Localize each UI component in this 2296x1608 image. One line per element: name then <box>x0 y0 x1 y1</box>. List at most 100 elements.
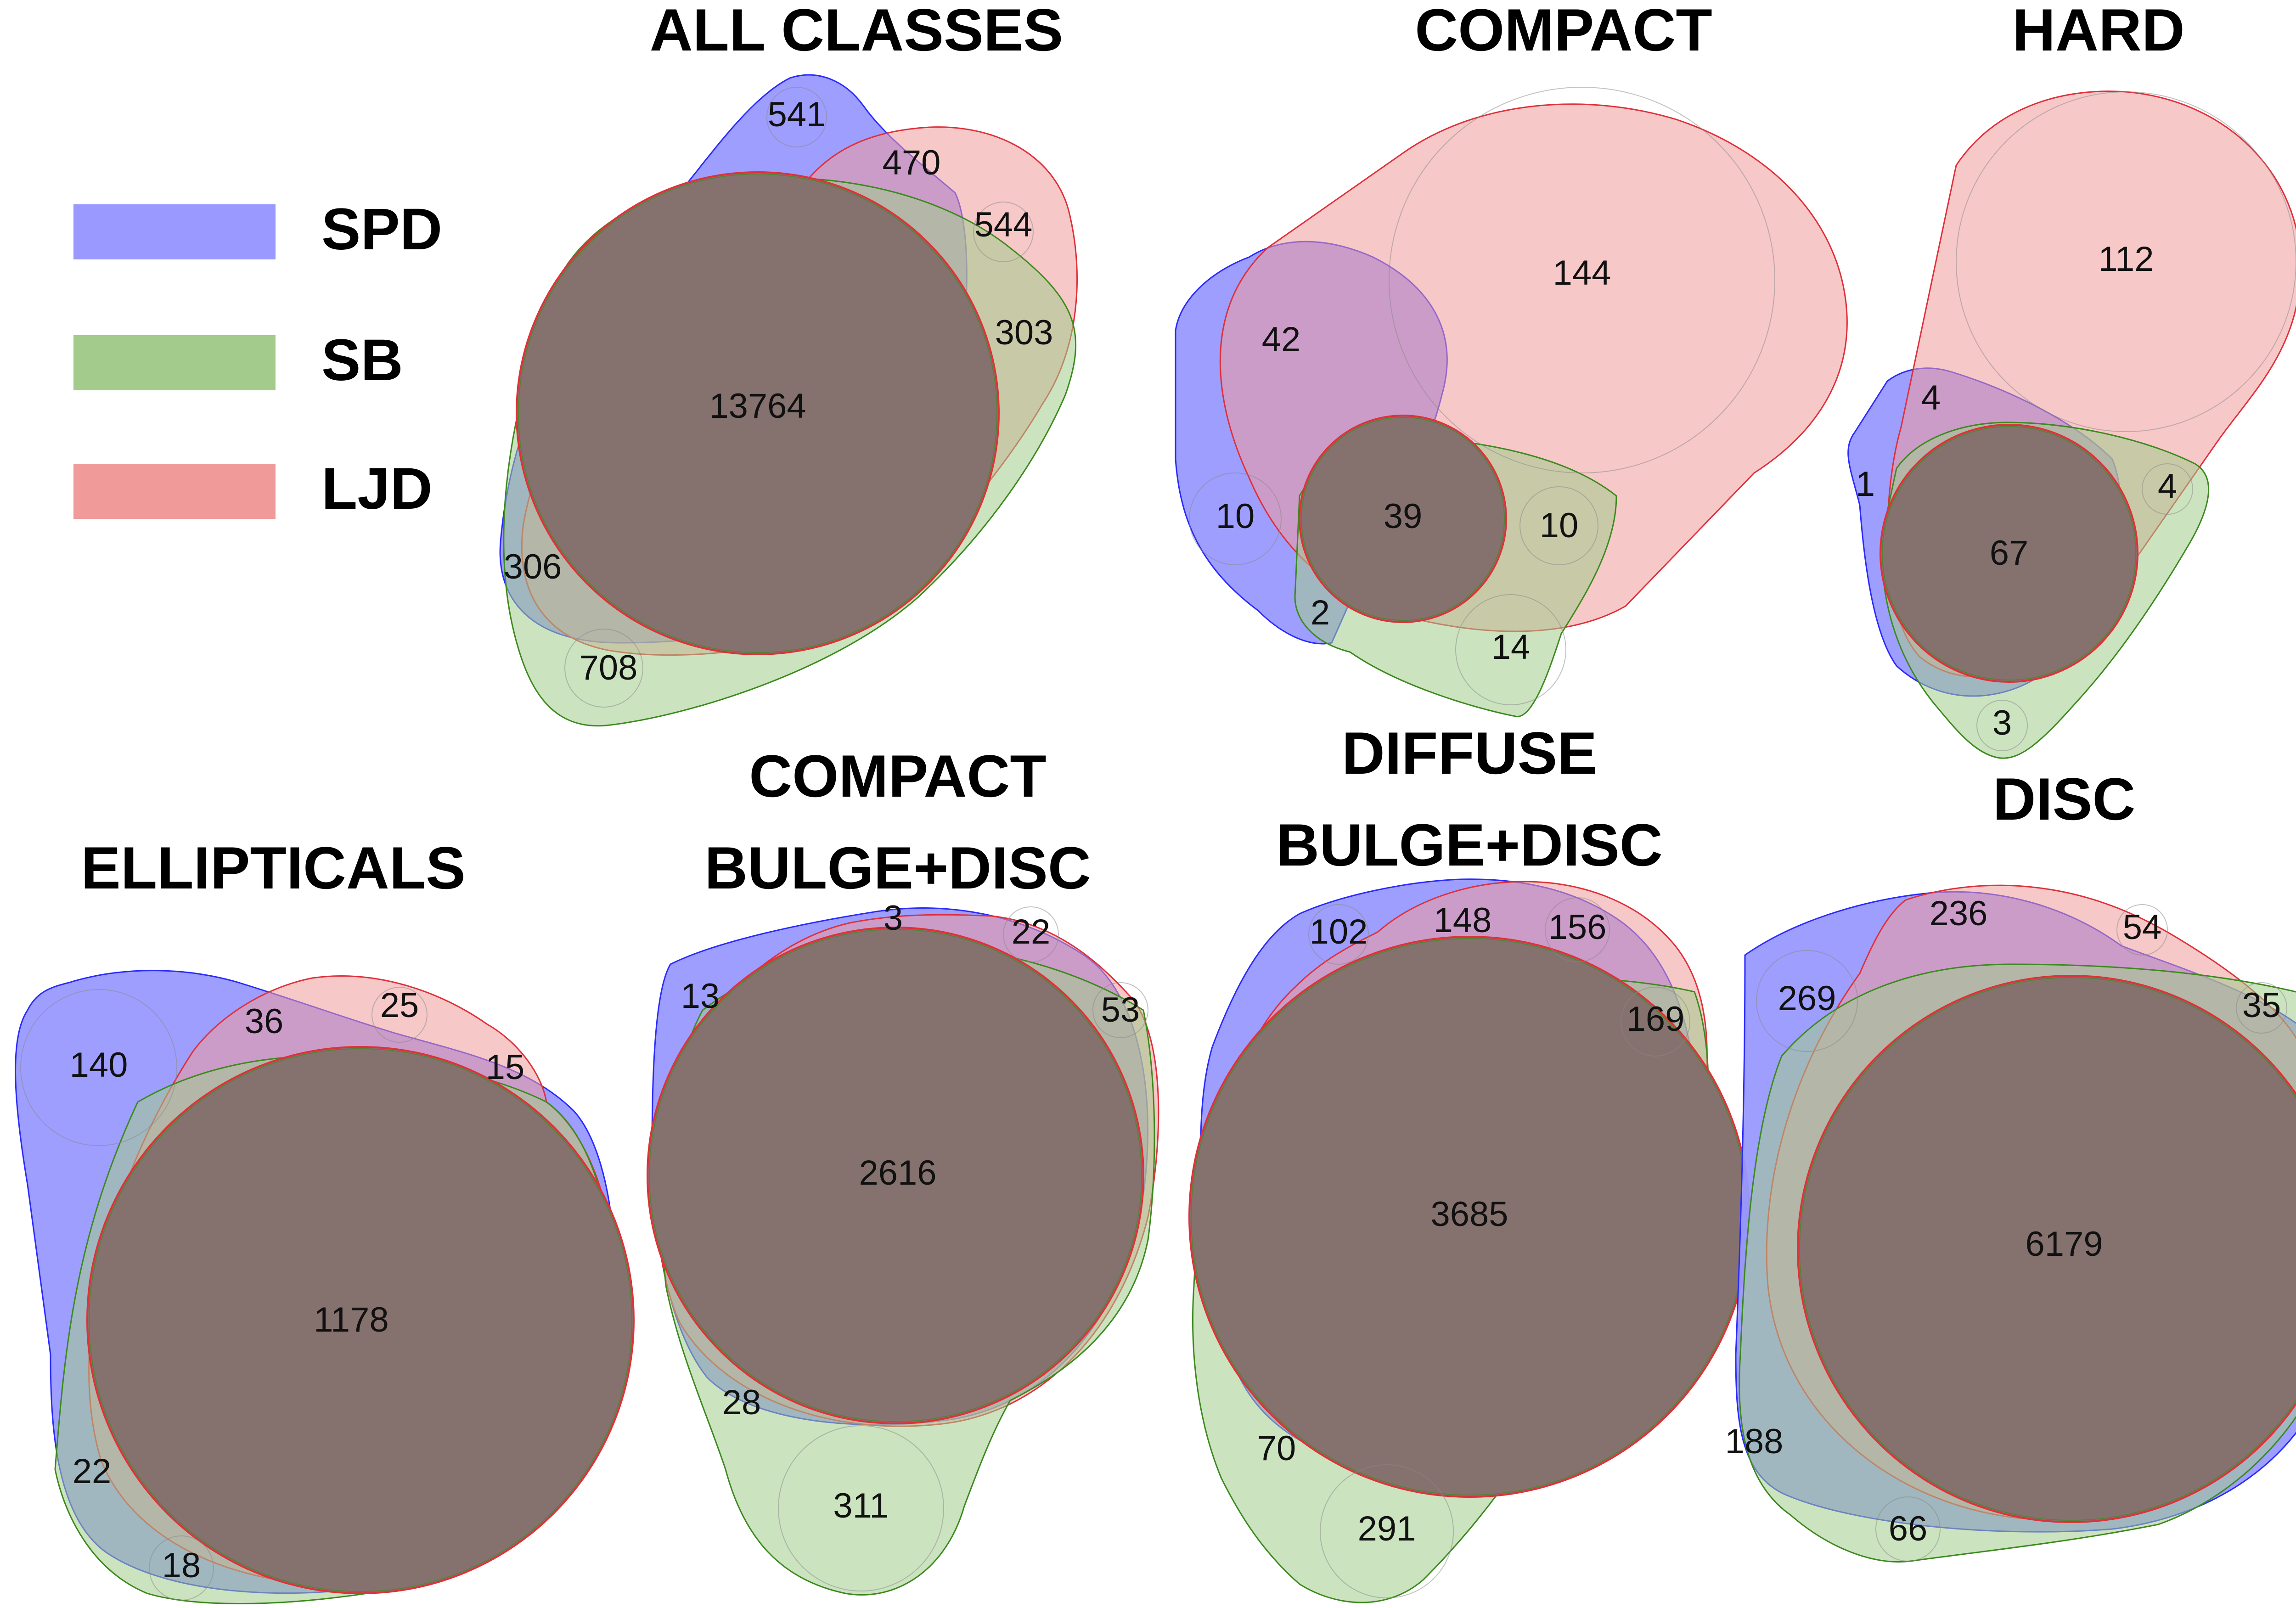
venn-panel-all-classes: ALL CLASSES 541 470 544 303 13764 306 708 <box>499 0 1078 727</box>
count-spd-only: 10 <box>1216 497 1255 536</box>
region-marker-circle <box>2142 463 2193 515</box>
region-all-overlap <box>86 1046 635 1594</box>
count-ljd-only: 25 <box>380 986 419 1025</box>
count-spd-only: 140 <box>70 1046 128 1085</box>
legend: SPD SB LJD <box>73 197 442 522</box>
count-spd-sb: 70 <box>1257 1429 1296 1468</box>
region-marker-circle <box>1519 486 1598 565</box>
region-marker-circle <box>564 629 643 708</box>
region-marker-circle <box>1003 906 1059 962</box>
count-sb-ljd: 53 <box>1101 990 1140 1029</box>
count-all: 6179 <box>2025 1225 2103 1264</box>
count-spd-ljd: 3 <box>884 899 903 938</box>
count-sb-ljd: 303 <box>995 313 1053 352</box>
count-sb-ljd: 169 <box>1626 1000 1685 1039</box>
count-all: 1178 <box>314 1300 388 1339</box>
region-marker-circle <box>1320 1464 1454 1598</box>
region-marker-circle <box>149 1535 214 1601</box>
count-sb-only: 3 <box>1992 703 2012 742</box>
region-marker-circle <box>2116 904 2168 956</box>
region-marker-circle <box>1189 472 1282 565</box>
count-ljd-only: 144 <box>1553 253 1611 292</box>
region-marker-circle <box>1545 897 1610 962</box>
region-marker-circle <box>1956 91 2296 432</box>
panel-title-compact-line-1: COMPACT <box>1415 0 1712 63</box>
count-spd-ljd: 148 <box>1434 901 1492 940</box>
region-marker-circle <box>766 87 827 147</box>
panel-title-diffuse-bulge-disc-line-1: DIFFUSE <box>1342 720 1597 787</box>
count-all: 2616 <box>859 1153 936 1192</box>
overlap-outline <box>1301 417 1505 621</box>
panel-title-all-classes-line-1: ALL CLASSES <box>650 0 1063 63</box>
count-all: 39 <box>1384 497 1423 536</box>
count-sb-only: 291 <box>1358 1509 1416 1548</box>
legend-swatch-sb <box>73 335 276 390</box>
region-marker-circle <box>20 989 177 1146</box>
count-ljd-only: 544 <box>974 205 1033 244</box>
region-all-overlap <box>1299 415 1507 623</box>
count-spd-sb: 22 <box>73 1452 112 1491</box>
count-ljd-only: 156 <box>1548 908 1607 947</box>
legend-swatch-spd <box>73 204 276 259</box>
panel-title-compact-bulge-disc-line-2: BULGE+DISC <box>704 834 1091 901</box>
region-marker-circle <box>2236 982 2287 1034</box>
region-all-overlap <box>516 171 1000 655</box>
count-sb-only: 311 <box>833 1486 889 1525</box>
count-sb-only: 14 <box>1491 628 1531 667</box>
region-marker-circle <box>1976 700 2028 751</box>
venn-panel-diffuse-bulge-disc: DIFFUSE BULGE+DISC 102 148 156 169 3685 70 291 <box>1188 720 1750 1603</box>
venn-panel-hard: HARD 112 4 1 4 67 3 <box>1847 0 2296 759</box>
region-marker-circle <box>973 202 1034 262</box>
count-ljd-only: 22 <box>1012 912 1051 951</box>
venn-panel-disc: DISC 236 54 269 35 6179 188 66 <box>1725 765 2296 1563</box>
venn-panel-ellipticals: ELLIPTICALS 140 36 25 15 1178 22 18 <box>15 834 635 1604</box>
count-spd-sb: 188 <box>1725 1422 1784 1461</box>
count-all: 67 <box>1990 534 2029 573</box>
overlap-outline <box>518 174 997 653</box>
region-marker-circle <box>1389 87 1775 473</box>
count-spd-sb: 306 <box>504 547 562 586</box>
count-spd-only: 269 <box>1778 979 1836 1018</box>
region-all-overlap <box>1880 424 2138 683</box>
count-spd-ljd: 36 <box>245 1002 284 1041</box>
region-marker-circle <box>1308 904 1369 965</box>
count-sb-ljd: 10 <box>1540 506 1579 545</box>
region-all-overlap <box>1797 975 2296 1523</box>
region-marker-circle <box>1092 982 1148 1038</box>
venn-panel-compact: COMPACT 144 42 10 39 10 2 14 <box>1175 0 1848 717</box>
count-all: 13764 <box>709 387 806 426</box>
panel-title-disc-line-1: DISC <box>1993 765 2136 832</box>
count-spd-ljd: 42 <box>1262 320 1301 359</box>
count-spd-ljd: 4 <box>1921 378 1941 417</box>
region-marker-circle <box>1875 1496 1941 1562</box>
count-spd-sb: 28 <box>722 1383 761 1422</box>
region-marker-circle <box>1455 594 1566 705</box>
overlap-outline <box>1799 977 2296 1521</box>
panel-title-compact-bulge-disc-line-1: COMPACT <box>749 742 1047 810</box>
overlap-outline <box>1882 426 2136 680</box>
legend-label-spd: SPD <box>321 197 442 262</box>
count-spd-ljd: 470 <box>883 143 941 182</box>
legend-swatch-ljd <box>73 464 276 519</box>
region-marker-circle <box>371 987 428 1043</box>
legend-label-sb: SB <box>321 327 403 393</box>
count-spd-sb: 2 <box>1311 593 1330 632</box>
count-spd-only: 1 <box>1856 465 1875 504</box>
region-marker-circle <box>1621 987 1690 1057</box>
count-sb-ljd: 35 <box>2242 986 2281 1025</box>
panel-title-ellipticals-line-1: ELLIPTICALS <box>81 834 466 901</box>
count-sb-only: 18 <box>162 1546 201 1585</box>
region-all-overlap <box>647 927 1144 1424</box>
panel-title-hard-line-1: HARD <box>2012 0 2185 63</box>
count-ljd-only: 112 <box>2098 240 2154 279</box>
count-spd-only: 13 <box>681 977 720 1016</box>
count-spd-ljd: 236 <box>1930 894 1988 933</box>
count-sb-only: 66 <box>1889 1509 1928 1548</box>
count-spd-only: 102 <box>1310 912 1368 951</box>
count-sb-ljd: 15 <box>486 1048 525 1087</box>
overlap-outline <box>649 929 1142 1422</box>
count-all: 3685 <box>1430 1195 1508 1234</box>
count-sb-ljd: 4 <box>2158 467 2177 506</box>
